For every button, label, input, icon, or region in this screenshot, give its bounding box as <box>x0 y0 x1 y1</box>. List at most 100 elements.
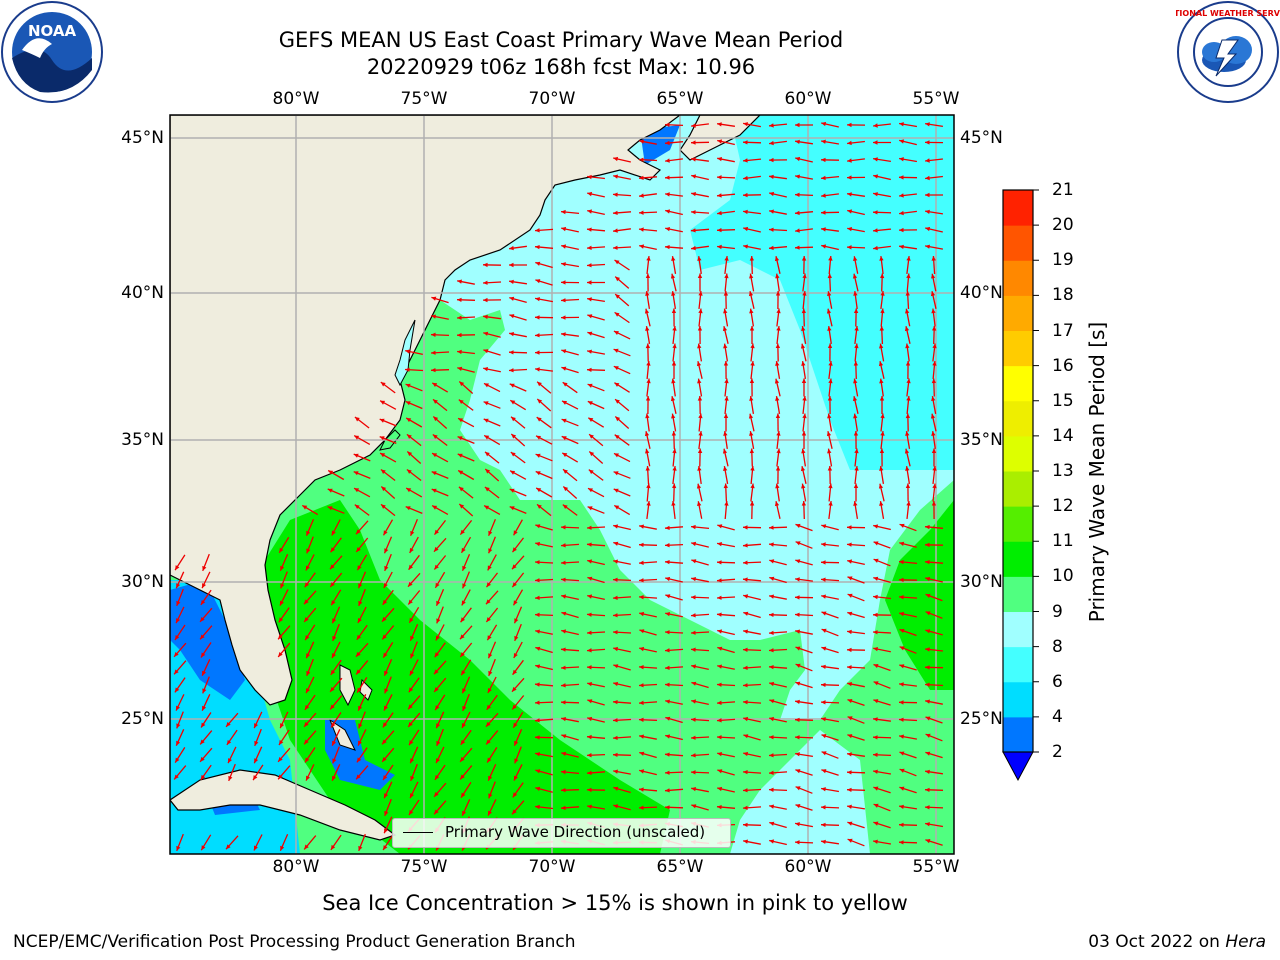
wave-arrow-593 <box>768 612 788 617</box>
wave-arrow-576 <box>331 606 341 624</box>
wave-arrow-129 <box>931 255 936 275</box>
wave-arrow-887 <box>586 804 606 810</box>
wave-arrow-195 <box>587 331 605 339</box>
wave-arrow-557 <box>561 594 579 601</box>
wave-arrow-406 <box>801 483 807 502</box>
wave-arrow-384 <box>854 466 859 484</box>
wave-arrow-792 <box>821 734 839 741</box>
wave-arrow-626 <box>899 628 917 637</box>
wave-arrow-392 <box>431 488 449 497</box>
colorbar-tick-14: 14 <box>1052 425 1074 446</box>
wave-arrow-703 <box>769 681 787 688</box>
wave-arrow-843 <box>586 770 606 775</box>
wave-arrow-784 <box>612 735 632 740</box>
wave-arrow-21 <box>899 139 917 146</box>
wave-arrow-51 <box>612 192 632 197</box>
wave-arrow-603 <box>304 624 316 641</box>
wave-arrow-923 <box>176 833 184 852</box>
wave-arrow-155 <box>586 297 606 303</box>
wave-arrow-611 <box>514 623 522 642</box>
wave-arrow-286 <box>724 396 729 414</box>
wave-arrow-641 <box>560 647 580 652</box>
wave-arrow-229 <box>932 343 937 362</box>
wave-arrow-869 <box>691 787 709 793</box>
wave-arrow-842 <box>560 769 580 775</box>
wave-arrow-704 <box>795 681 813 689</box>
wave-arrow-22 <box>924 140 944 145</box>
wave-arrow-772 <box>303 730 317 745</box>
wave-arrow-949 <box>847 838 865 847</box>
wave-arrow-179 <box>698 308 703 327</box>
wave-arrow-411 <box>932 483 937 502</box>
wave-arrow-397 <box>562 486 578 499</box>
wave-arrow-448 <box>586 525 606 530</box>
wave-arrow-377 <box>672 466 677 484</box>
wave-arrow-167 <box>905 290 910 310</box>
wave-arrow-683 <box>174 677 186 693</box>
wave-arrow-818 <box>717 752 735 758</box>
wave-arrow-385 <box>879 465 885 485</box>
wave-arrow-610 <box>486 624 498 641</box>
wave-arrow-691 <box>461 676 471 694</box>
wave-arrow-149 <box>431 296 449 304</box>
wave-arrow-695 <box>560 683 580 688</box>
wave-arrow-46 <box>846 175 866 180</box>
wave-arrow-369 <box>457 469 475 481</box>
wave-arrow-586 <box>586 612 606 617</box>
wave-arrow-439 <box>355 520 369 535</box>
wave-arrow-532 <box>638 578 658 583</box>
wave-arrow-134 <box>560 280 580 285</box>
wave-arrow-888 <box>613 804 631 811</box>
wave-arrow-759 <box>743 716 761 723</box>
wave-arrow-37 <box>613 174 631 180</box>
wave-arrow-820 <box>768 753 788 758</box>
footer-date: 03 Oct 2022 on <box>1088 932 1220 952</box>
wave-arrow-868 <box>664 788 684 793</box>
wave-arrow-872 <box>768 787 788 792</box>
wave-arrow-783 <box>586 734 606 740</box>
wave-arrow-87 <box>743 226 761 233</box>
wave-arrow-208 <box>932 325 937 345</box>
wave-arrow-158 <box>671 290 677 310</box>
wave-arrow-350 <box>588 451 604 464</box>
map-subtitle-forecast: 20220929 t06z 168h fcst Max: 10.96 <box>366 55 756 79</box>
wave-arrow-332 <box>723 431 728 449</box>
wave-arrow-112 <box>482 262 502 268</box>
wave-arrow-874 <box>820 787 840 793</box>
wave-arrow-430 <box>774 501 781 519</box>
wave-arrow-524 <box>434 571 446 589</box>
wave-arrow-302 <box>536 416 552 429</box>
wave-arrow-263 <box>697 378 703 397</box>
wave-arrow-463 <box>306 536 314 554</box>
wave-arrow-636 <box>434 642 446 658</box>
wave-arrow-791 <box>794 735 814 740</box>
wave-arrow-456 <box>795 523 813 532</box>
wave-arrow-800 <box>253 746 263 764</box>
wave-arrow-248 <box>878 361 885 379</box>
wave-arrow-925 <box>225 835 239 850</box>
wave-arrow-480 <box>742 543 762 548</box>
colorbar-tick-10: 10 <box>1052 566 1074 587</box>
wave-arrow-709 <box>924 682 944 687</box>
wave-arrow-556 <box>534 595 554 600</box>
wave-arrow-786 <box>665 734 683 741</box>
wave-arrow-546 <box>279 589 289 606</box>
wave-arrow-128 <box>906 256 911 274</box>
wave-arrow-441 <box>409 518 419 537</box>
wave-arrow-840 <box>513 764 523 781</box>
wave-arrow-897 <box>846 804 866 810</box>
wave-arrow-404 <box>750 483 755 502</box>
wave-arrow-777 <box>436 728 444 747</box>
wave-arrow-431 <box>801 500 806 520</box>
wave-arrow-715 <box>383 694 393 711</box>
wave-arrow-471 <box>511 537 525 553</box>
wave-arrow-243 <box>750 361 755 379</box>
wave-arrow-371 <box>509 470 527 480</box>
wave-arrow-42 <box>743 175 761 181</box>
wave-arrow-811 <box>534 752 554 758</box>
wave-arrow-688 <box>384 676 392 694</box>
wave-arrow-241 <box>696 361 703 379</box>
wave-arrow-325 <box>535 435 553 445</box>
wave-arrow-204 <box>827 326 832 344</box>
wave-arrow-489 <box>202 553 210 572</box>
